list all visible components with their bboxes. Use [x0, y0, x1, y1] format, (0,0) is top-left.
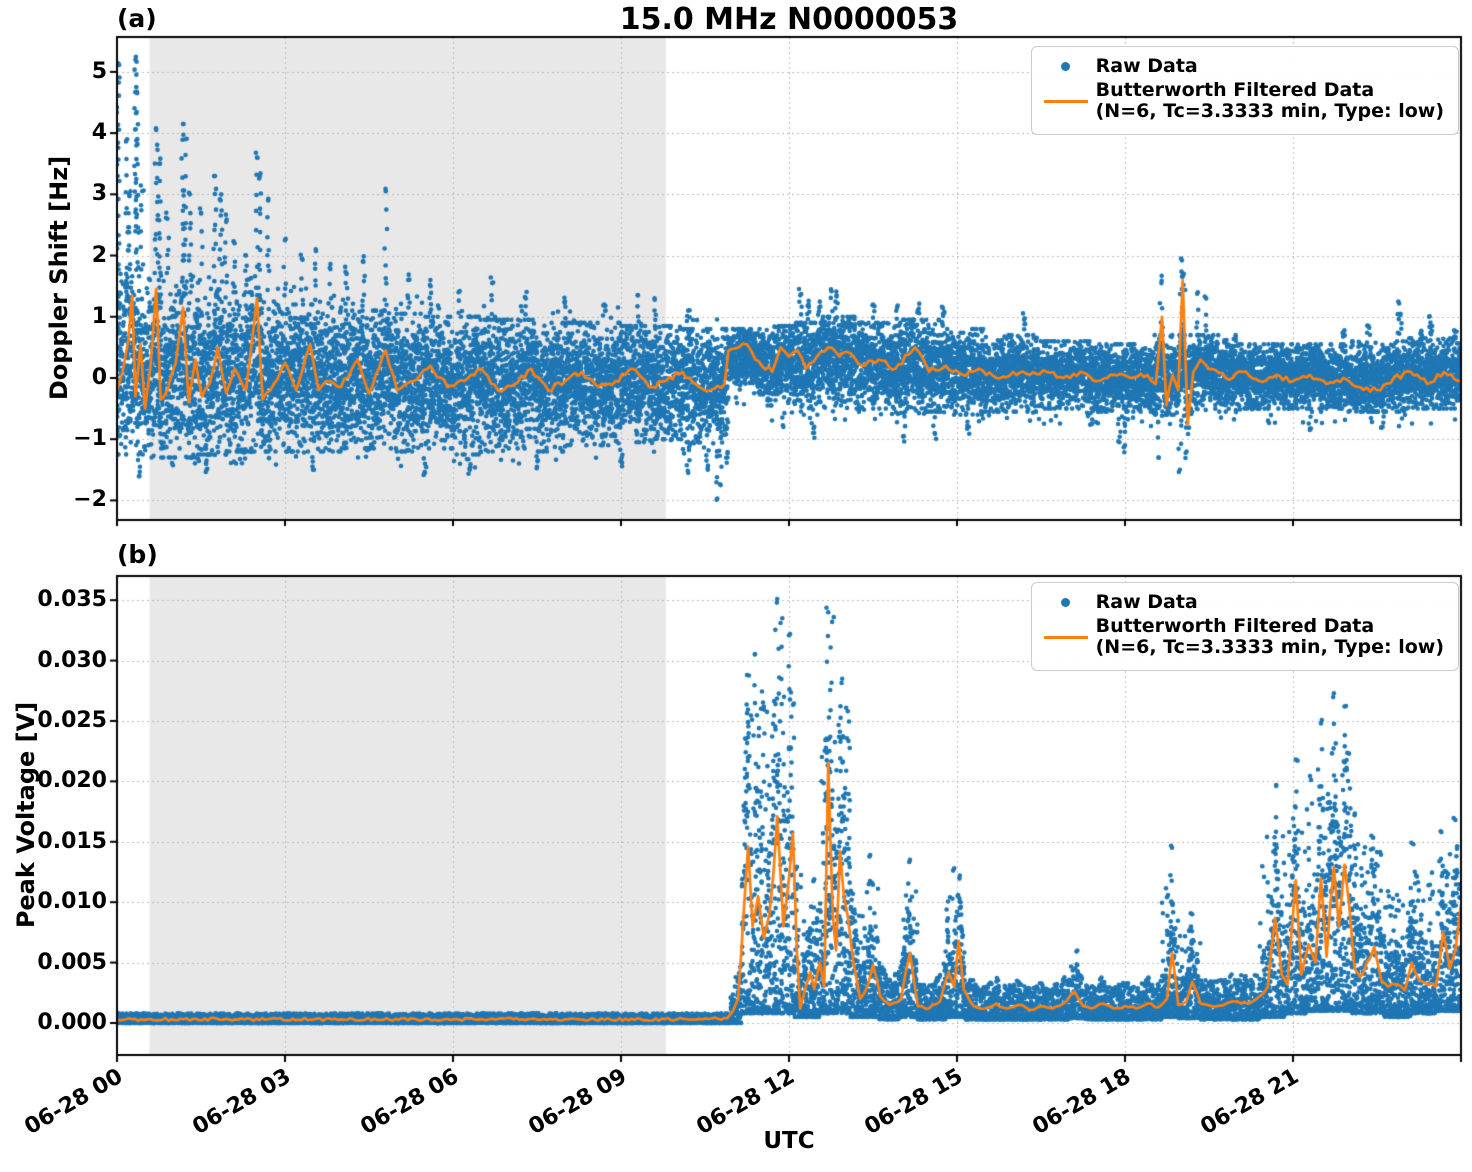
y-tick-label: 0.000 — [37, 1009, 107, 1035]
chart-title: 15.0 MHz N0000053 — [619, 2, 959, 37]
filtered-line-icon — [1043, 635, 1088, 639]
x-axis-label: UTC — [763, 1128, 815, 1154]
legend-row-raw: Raw Data — [1036, 55, 1444, 78]
y-tick-label: 0.010 — [37, 889, 107, 915]
y-tick-label: 0.020 — [37, 768, 107, 794]
y-tick-label: 1 — [91, 303, 107, 329]
y-tick-label: 0.015 — [37, 828, 107, 854]
legend-row-raw: Raw Data — [1036, 591, 1444, 614]
y-tick-label: 5 — [91, 58, 107, 84]
y-tick-label: 0.030 — [37, 647, 107, 673]
legend-row-filtered: Butterworth Filtered Data (N=6, Tc=3.333… — [1036, 78, 1444, 123]
legend-raw-label: Raw Data — [1095, 591, 1198, 613]
legend-raw-label: Raw Data — [1095, 55, 1198, 77]
y-tick-label: 4 — [91, 120, 107, 146]
y-tick-label: 0.035 — [37, 587, 107, 613]
legend-filtered-label: Butterworth Filtered Data — [1095, 78, 1375, 101]
panel-a-tag: (a) — [117, 4, 157, 33]
y-tick-label: 0.025 — [37, 707, 107, 733]
y-tick-label: 2 — [91, 242, 107, 268]
y-tick-label: −1 — [73, 426, 107, 452]
legend-filtered-label: Butterworth Filtered Data — [1095, 614, 1375, 637]
raw-data-marker-icon — [1061, 62, 1071, 72]
y-tick-label: 0.005 — [37, 949, 107, 975]
legend-panel-b: Raw Data Butterworth Filtered Data (N=6,… — [1030, 582, 1459, 671]
y-tick-label: 3 — [91, 181, 107, 207]
legend-filtered-sublabel: (N=6, Tc=3.3333 min, Type: low) — [1095, 636, 1444, 659]
panel-b-tag: (b) — [117, 540, 158, 569]
filtered-line-icon — [1043, 99, 1088, 103]
legend-row-filtered: Butterworth Filtered Data (N=6, Tc=3.333… — [1036, 614, 1444, 659]
y-tick-label: 0 — [91, 364, 107, 390]
y-tick-label: −2 — [73, 487, 107, 513]
raw-data-marker-icon — [1061, 598, 1071, 608]
legend-panel-a: Raw Data Butterworth Filtered Data (N=6,… — [1030, 46, 1459, 135]
legend-filtered-sublabel: (N=6, Tc=3.3333 min, Type: low) — [1095, 100, 1444, 123]
